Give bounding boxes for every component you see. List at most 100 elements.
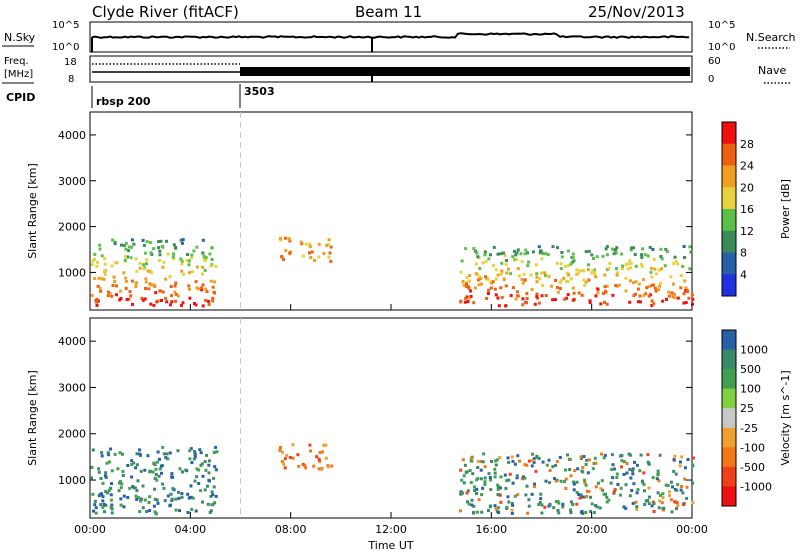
echo-cell [158,249,162,253]
echo-cell [152,247,156,251]
colorbar-swatch [722,486,736,507]
echo-cell [602,291,605,295]
echo-cell [483,250,487,254]
echo-cell [279,446,282,449]
echo-cell [615,267,618,270]
echo-cell [567,263,571,267]
echo-cell [580,269,583,272]
y-tick-label: 4000 [58,335,86,348]
echo-cell [555,285,559,289]
echo-cell [212,476,215,480]
echo-cell [141,506,145,510]
echo-cell [193,479,197,483]
echo-cell [620,453,624,457]
echo-cell [201,304,205,308]
echo-cell [626,262,630,266]
echo-cell [620,252,624,256]
echo-cell [166,494,170,498]
echo-cell [667,294,671,298]
echo-cell [515,474,519,478]
colorbar-swatch [722,122,736,145]
echo-cell [158,457,161,461]
echo-cell [209,264,213,268]
echo-cell [180,303,183,307]
echo-cell [160,464,163,468]
echo-cell [278,448,282,452]
colorbar-swatch [722,427,736,448]
echo-cell [312,464,316,468]
echo-cell [672,469,676,473]
echo-cell [114,293,118,297]
power-colorbar: 4 8 12 16 20 24 28 Power [dB] [721,121,792,297]
echo-cell [530,492,534,496]
echo-cell [687,296,691,300]
echo-cell [142,263,146,267]
echo-cell [520,260,524,264]
echo-cell [471,472,475,476]
echo-cell [317,458,321,462]
echo-cell [113,280,117,283]
echo-cell [206,484,209,488]
echo-cell [180,495,184,499]
echo-cell [588,301,592,305]
echo-cell [118,451,122,455]
echo-cell [479,460,483,463]
echo-cell [535,295,539,299]
echo-cell [561,502,565,506]
echo-cell [587,458,591,462]
echo-cell [691,501,695,505]
echo-cell [657,288,661,292]
echo-cell [200,288,204,292]
echo-cell [169,285,173,288]
echo-cell [576,272,580,276]
echo-cell [643,503,647,506]
echo-cell [553,298,557,301]
echo-cell [94,298,98,302]
cpid-label: CPID [6,91,35,104]
echo-cell [600,479,604,483]
colorbar-swatch [722,252,736,275]
echo-cell [180,262,184,266]
echo-cell [100,254,104,258]
echo-cell [660,501,664,505]
echo-cell [198,448,202,452]
freq-tick-hi: 18 [64,57,77,68]
echo-cell [639,262,643,266]
echo-cell [523,278,527,282]
echo-cell [492,245,496,249]
echo-cell [581,495,585,499]
echo-cell [94,511,98,515]
echo-cell [602,456,606,460]
echo-cell [171,255,175,259]
echo-cell [516,493,520,497]
echo-cell [557,501,561,505]
echo-cell [690,293,694,297]
echo-cell [672,282,675,286]
echo-cell [526,251,529,255]
echo-cell [134,466,138,470]
colorbar-swatch [722,209,736,232]
colorbar-swatch [722,230,736,253]
echo-cell [647,285,651,289]
echo-cell [632,482,636,486]
echo-cell [154,473,158,476]
echo-cell [116,467,120,471]
echo-cell [572,488,576,492]
echo-cell [631,467,635,471]
echo-cell [539,271,543,275]
echo-cell [141,238,145,242]
echo-region [90,238,218,308]
echo-cell [465,491,469,495]
echo-cell [557,511,561,515]
echo-cell [526,511,530,515]
echo-cell [176,449,180,453]
echo-cell [174,293,178,297]
echo-cell [624,483,628,487]
echo-cell [106,451,110,455]
echo-cell [171,487,175,491]
echo-cell [580,293,584,297]
echo-cell [494,459,498,463]
echo-cell [93,499,97,503]
echo-cell [459,270,463,274]
echo-cell [621,264,625,268]
